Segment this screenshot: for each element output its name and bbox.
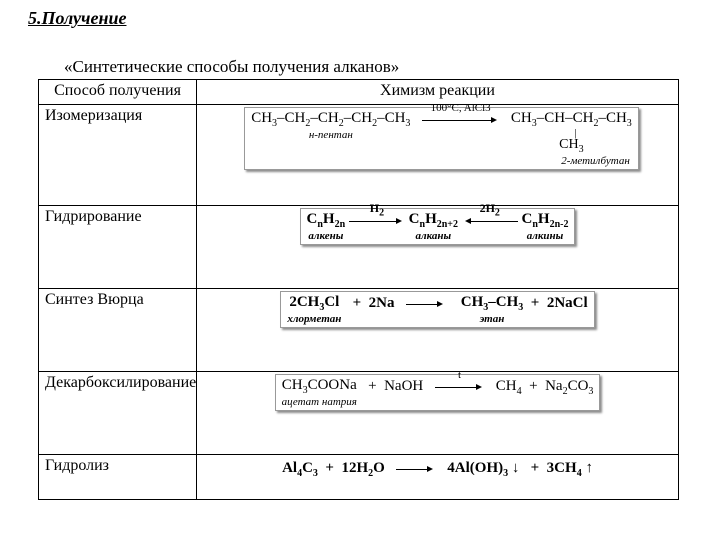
reaction-wurtz: 2CH3Cl хлорметан + 2Na CH3–CH3 этан + 2N xyxy=(197,289,679,372)
table-header-row: Способ получения Химизм реакции xyxy=(39,80,679,105)
isomerization-lhs-name: н-пентан xyxy=(251,129,410,141)
table-caption: «Синтетические способы получения алканов… xyxy=(64,57,678,77)
reaction-decarbox: CH3COONa ацетат натрия + NaOH t CH4 + Na… xyxy=(197,372,679,455)
row-wurtz: Синтез Вюрца 2CH3Cl хлорметан + 2Na xyxy=(39,289,679,372)
row-hydrogenation: Гидрирование CnH2n алкены H2 xyxy=(39,206,679,289)
hydrogenation-left-name: алкены xyxy=(307,230,346,242)
synthesis-table: Способ получения Химизм реакции Изомериз… xyxy=(38,79,679,500)
wurtz-lhs-name: хлорметан xyxy=(287,313,341,325)
col-header-method: Способ получения xyxy=(39,80,197,105)
down-arrow-icon: ↓ xyxy=(512,460,520,476)
isomerization-rhs-name: 2-метилбутан xyxy=(511,155,632,167)
reaction-hydrolysis: Al4C3 + 12H2O 4Al(OH)3 ↓ + 3CH4 ↑ xyxy=(197,455,679,500)
wurtz-rhs-name: этан xyxy=(461,313,524,325)
decarbox-lhs-name: ацетат натрия xyxy=(282,396,357,408)
label-hydrogenation: Гидрирование xyxy=(39,206,197,289)
row-isomerization: Изомеризация CH3–CH2–CH2–CH2–CH3 н-пента… xyxy=(39,105,679,206)
label-isomerization: Изомеризация xyxy=(39,105,197,206)
isomerization-conditions: 100°C, AlCl3 xyxy=(422,102,500,114)
row-decarbox: Декарбоксилирование CH3COONa ацетат натр… xyxy=(39,372,679,455)
label-hydrolysis: Гидролиз xyxy=(39,455,197,500)
reaction-isomerization: CH3–CH2–CH2–CH2–CH3 н-пентан 100°C, AlCl… xyxy=(197,105,679,206)
reaction-hydrogenation: CnH2n алкены H2 CnH2n+2 алканы xyxy=(197,206,679,289)
hydrogenation-right-name: алкины xyxy=(522,230,569,242)
label-wurtz: Синтез Вюрца xyxy=(39,289,197,372)
decarbox-conditions: t xyxy=(435,369,485,381)
up-arrow-icon: ↑ xyxy=(585,460,593,476)
label-decarbox: Декарбоксилирование xyxy=(39,372,197,455)
section-heading: 5.Получение xyxy=(28,8,678,29)
row-hydrolysis: Гидролиз Al4C3 + 12H2O 4Al(OH)3 ↓ + 3CH4… xyxy=(39,455,679,500)
hydrogenation-mid-name: алканы xyxy=(409,230,458,242)
